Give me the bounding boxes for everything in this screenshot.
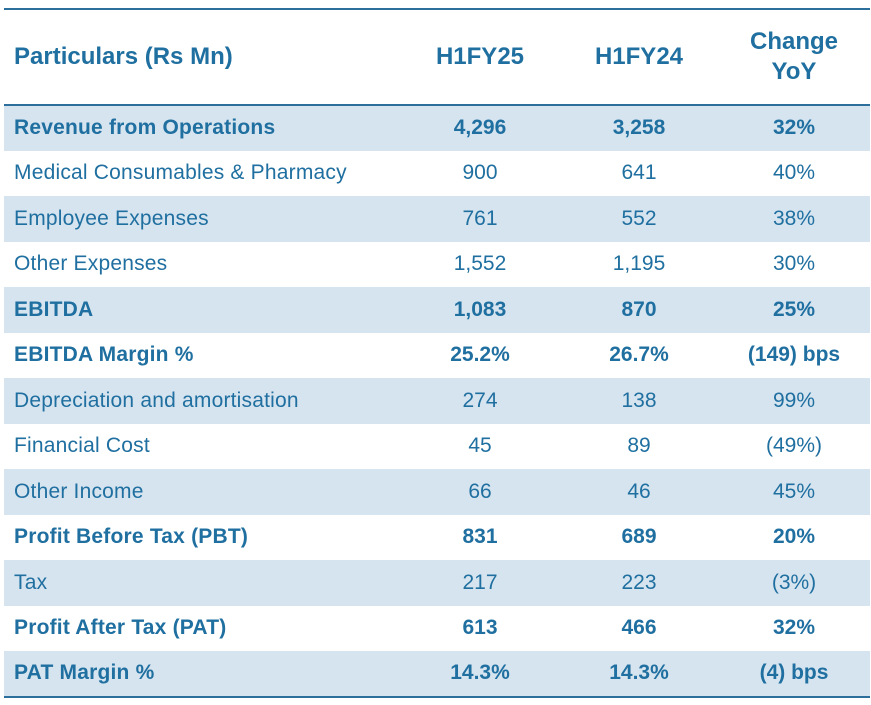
- row-label: Employee Expenses: [14, 206, 209, 230]
- table-row: Depreciation and amortisation 274 138 99%: [4, 378, 870, 424]
- row-change-value: 32%: [772, 616, 816, 640]
- row-h1fy24-value: 46: [627, 479, 651, 503]
- row-label: Medical Consumables & Pharmacy: [14, 161, 347, 185]
- row-h1fy25-value: 831: [462, 525, 498, 549]
- row-h1fy25-value: 45: [468, 434, 492, 458]
- row-change-value: 30%: [772, 252, 816, 276]
- row-label: EBITDA Margin %: [14, 343, 194, 367]
- table-row: Employee Expenses 761 552 38%: [4, 196, 870, 242]
- row-h1fy24-value: 14.3%: [609, 661, 669, 685]
- table-row: Other Income 66 46 45%: [4, 469, 870, 515]
- table-row: EBITDA Margin % 25.2% 26.7% (149) bps: [4, 333, 870, 379]
- row-label: Profit After Tax (PAT): [14, 616, 227, 640]
- row-h1fy24-value: 870: [621, 297, 657, 321]
- row-h1fy25-value: 1,083: [453, 297, 507, 321]
- row-label: Revenue from Operations: [14, 116, 276, 140]
- row-change-value: 99%: [772, 388, 816, 412]
- table-row: EBITDA 1,083 870 25%: [4, 287, 870, 333]
- header-change-line1: Change: [749, 28, 838, 55]
- header-particulars: Particulars (Rs Mn): [14, 43, 233, 70]
- header-change-line2: YoY: [771, 58, 817, 85]
- table-body: Revenue from Operations 4,296 3,258 32% Medi…: [4, 105, 870, 697]
- header-h1fy25: H1FY25: [435, 43, 525, 70]
- row-h1fy25-value: 14.3%: [450, 661, 510, 685]
- row-h1fy25-value: 1,552: [453, 252, 507, 276]
- row-h1fy25-value: 25.2%: [450, 343, 510, 367]
- financial-results-table: Particulars (Rs Mn) H1FY25 H1FY24 Change…: [4, 8, 870, 698]
- table-row: Profit Before Tax (PBT) 831 689 20%: [4, 515, 870, 561]
- row-change-value: 32%: [772, 116, 816, 140]
- table-row: Medical Consumables & Pharmacy 900 641 40%: [4, 151, 870, 197]
- row-change-value: (149) bps: [747, 343, 841, 367]
- row-h1fy25-value: 4,296: [453, 116, 507, 140]
- row-label: PAT Margin %: [14, 661, 155, 685]
- row-label: Tax: [14, 570, 48, 594]
- row-label: Financial Cost: [14, 434, 150, 458]
- row-h1fy24-value: 466: [621, 616, 657, 640]
- table-row: Tax 217 223 (3%): [4, 560, 870, 606]
- row-label: Other Expenses: [14, 252, 168, 276]
- row-change-value: 40%: [772, 161, 816, 185]
- row-h1fy25-value: 900: [462, 161, 498, 185]
- row-change-value: 25%: [772, 297, 816, 321]
- header-h1fy24: H1FY24: [594, 43, 684, 70]
- table-row: Other Expenses 1,552 1,195 30%: [4, 242, 870, 288]
- row-h1fy25-value: 274: [462, 388, 498, 412]
- row-h1fy24-value: 3,258: [612, 116, 666, 140]
- row-h1fy25-value: 761: [462, 206, 498, 230]
- row-h1fy24-value: 641: [621, 161, 657, 185]
- financial-table-container: Particulars (Rs Mn) H1FY25 H1FY24 Change…: [4, 8, 870, 698]
- row-label: Profit Before Tax (PBT): [14, 525, 249, 549]
- row-h1fy24-value: 89: [627, 434, 651, 458]
- row-h1fy24-value: 1,195: [612, 252, 666, 276]
- row-h1fy24-value: 689: [621, 525, 657, 549]
- table-row: Financial Cost 45 89 (49%): [4, 424, 870, 470]
- row-h1fy25-value: 66: [468, 479, 492, 503]
- row-change-value: 20%: [772, 525, 816, 549]
- row-h1fy25-value: 613: [462, 616, 498, 640]
- row-change-value: 38%: [772, 206, 816, 230]
- row-h1fy24-value: 223: [621, 570, 657, 594]
- row-change-value: (4) bps: [759, 661, 829, 685]
- row-change-value: 45%: [772, 479, 816, 503]
- row-change-value: (3%): [771, 570, 817, 594]
- row-h1fy24-value: 26.7%: [609, 343, 669, 367]
- header-row: Particulars (Rs Mn) H1FY25 H1FY24 Change…: [4, 9, 870, 105]
- row-label: EBITDA: [14, 297, 94, 321]
- table-row: Revenue from Operations 4,296 3,258 32%: [4, 105, 870, 151]
- row-h1fy24-value: 552: [621, 206, 657, 230]
- row-change-value: (49%): [765, 434, 823, 458]
- table-row: PAT Margin % 14.3% 14.3% (4) bps: [4, 651, 870, 697]
- row-h1fy25-value: 217: [462, 570, 498, 594]
- header-change-yoy: Change YoY: [718, 9, 870, 105]
- table-header: Particulars (Rs Mn) H1FY25 H1FY24 Change…: [4, 9, 870, 105]
- table-row: Profit After Tax (PAT) 613 466 32%: [4, 606, 870, 652]
- row-h1fy24-value: 138: [621, 388, 657, 412]
- row-label: Depreciation and amortisation: [14, 388, 299, 412]
- row-label: Other Income: [14, 479, 144, 503]
